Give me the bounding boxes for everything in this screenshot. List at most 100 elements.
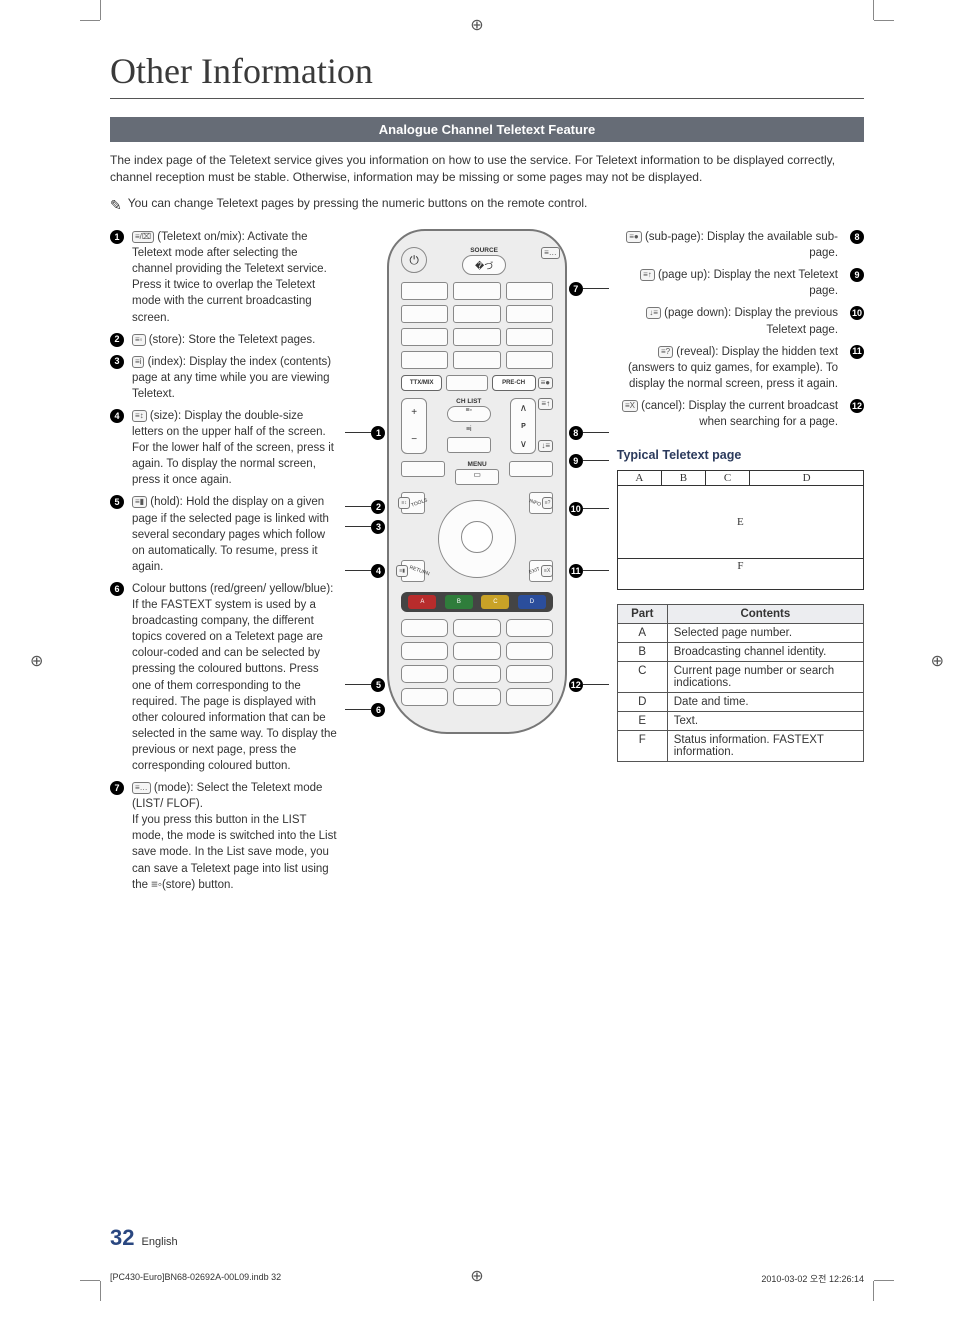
callout-number: 6 <box>371 703 385 717</box>
callout-number: 5 <box>371 678 385 692</box>
blank-button <box>453 665 500 683</box>
source-icon: �づ <box>475 259 493 272</box>
table-row: FStatus information. FASTEXT information… <box>617 731 863 762</box>
numpad-7 <box>401 328 448 346</box>
teletext-section-title: Typical Teletext page <box>617 448 864 462</box>
crop-mark <box>873 1281 874 1301</box>
callout-line <box>583 288 609 289</box>
teletext-icon: ≡↑ <box>538 398 553 410</box>
teletext-icon: ≡↕ <box>132 410 147 422</box>
callout-line <box>345 709 371 710</box>
list-item: 5≡▮ (hold): Hold the display on a given … <box>110 494 337 574</box>
teletext-icon: ≡● <box>538 377 554 389</box>
bullet-number: 6 <box>110 582 124 596</box>
crop-mark <box>100 0 101 20</box>
teletext-icon: ≡/⌧ <box>132 231 154 243</box>
teletext-icon: ↓≡ <box>538 440 553 452</box>
tt-region-d: D <box>750 471 863 485</box>
teletext-icon: ≡i <box>132 356 144 368</box>
list-item: 10↓≡ (page down): Display the previous T… <box>617 305 864 337</box>
numpad <box>401 282 553 369</box>
volume-rocker: +− <box>401 398 427 454</box>
bullet-number: 1 <box>110 230 124 244</box>
callout-line <box>583 570 609 571</box>
menu-label: MENU <box>455 461 499 468</box>
list-body: ≡? (reveal): Display the hidden text (an… <box>617 344 838 392</box>
registration-icon: ⊕ <box>470 15 483 35</box>
list-item: 1 ≡/⌧ (Teletext on/mix): Activate the Tel… <box>110 229 337 326</box>
callout-number: 7 <box>569 282 583 296</box>
callout-line <box>583 684 609 685</box>
callout: 2 <box>345 499 385 514</box>
callout: 9 <box>569 453 609 468</box>
callout-number: 10 <box>569 502 583 516</box>
teletext-icon: ≡? <box>658 346 673 358</box>
list-item: 4≡↕ (size): Display the double-size lett… <box>110 408 337 488</box>
list-text: (cancel): Display the current broadcast … <box>638 400 838 428</box>
teletext-icon: ↓≡ <box>646 307 661 319</box>
power-button: ⏻ <box>401 247 427 273</box>
crop-mark <box>80 20 100 21</box>
tools-button: ≡↕TOOLS <box>401 492 425 514</box>
mute-button <box>446 375 487 391</box>
bullet-number: 7 <box>110 781 124 795</box>
list-item: 11 ≡? (reveal): Display the hidden text (… <box>617 344 864 392</box>
part-cell: E <box>617 712 667 731</box>
callout-line <box>345 506 371 507</box>
callout-number: 2 <box>371 500 385 514</box>
print-timestamp: 2010-03-02 오전 12:26:14 <box>761 1272 864 1285</box>
bullet-number: 2 <box>110 333 124 347</box>
list-text: (size): Display the double-size letters … <box>132 410 334 486</box>
list-item: 12≡X (cancel): Display the current broad… <box>617 398 864 430</box>
dpad-area: ≡↕TOOLS INFO≡? ≡▮RETURN EXIT≡X <box>401 492 553 582</box>
note-row: ✎ You can change Teletext pages by press… <box>110 195 864 215</box>
table-row: DDate and time. <box>617 693 863 712</box>
numpad-9 <box>506 328 553 346</box>
table-row: CCurrent page number or search indicatio… <box>617 662 863 693</box>
callout: 6 <box>345 702 385 717</box>
return-button: ≡▮RETURN <box>401 560 425 582</box>
table-row: EText. <box>617 712 863 731</box>
callout-number: 4 <box>371 564 385 578</box>
registration-icon: ⊕ <box>931 651 944 671</box>
list-text: (store): Store the Teletext pages. <box>146 334 316 346</box>
contents-cell: Text. <box>667 712 863 731</box>
list-body: ≡X (cancel): Display the current broadca… <box>617 398 838 430</box>
right-column: 8≡● (sub-page): Display the available su… <box>617 229 864 899</box>
tt-region-b: B <box>662 471 706 485</box>
callout-line <box>583 460 609 461</box>
blank-button <box>453 642 500 660</box>
blank-button <box>509 461 553 477</box>
exit-label: EXIT <box>528 566 541 575</box>
list-text: (Teletext on/mix): Activate the Teletext… <box>132 231 327 323</box>
blank-button <box>401 461 445 477</box>
contents-cell: Broadcasting channel identity. <box>667 643 863 662</box>
remote-control: ⏻ SOURCE �づ ≡… <box>387 229 567 734</box>
bullet-number: 11 <box>850 345 864 359</box>
return-label: RETURN <box>409 565 431 578</box>
color-button-row: ABCD <box>401 592 553 612</box>
extra-button <box>447 437 491 453</box>
list-body: ≡↑ (page up): Display the next Teletext … <box>617 267 838 299</box>
tools-label: TOOLS <box>410 497 428 508</box>
menu-button: ▭ <box>455 469 499 485</box>
tt-region-a: A <box>618 471 662 485</box>
power-icon: ⏻ <box>409 253 419 268</box>
callout: 4 <box>345 563 385 578</box>
note-text: You can change Teletext pages by pressin… <box>128 195 588 212</box>
page-number-block: 32 English <box>110 1225 178 1251</box>
list-body: ≡◦ (store): Store the Teletext pages. <box>132 332 337 348</box>
blank-button <box>506 688 553 706</box>
registration-icon: ⊕ <box>30 651 43 671</box>
blank-button <box>506 619 553 637</box>
numpad-2 <box>453 282 500 300</box>
list-body: ≡… (mode): Select the Teletext mode (LIS… <box>132 780 337 893</box>
contents-cell: Selected page number. <box>667 624 863 643</box>
blank-button <box>506 665 553 683</box>
page-title: Other Information <box>110 50 864 92</box>
list-body: ≡↕ (size): Display the double-size lette… <box>132 408 337 488</box>
crop-mark <box>100 1281 101 1301</box>
page-lang: English <box>142 1236 178 1248</box>
columns: 1 ≡/⌧ (Teletext on/mix): Activate the Tel… <box>110 229 864 899</box>
blank-button <box>401 665 448 683</box>
